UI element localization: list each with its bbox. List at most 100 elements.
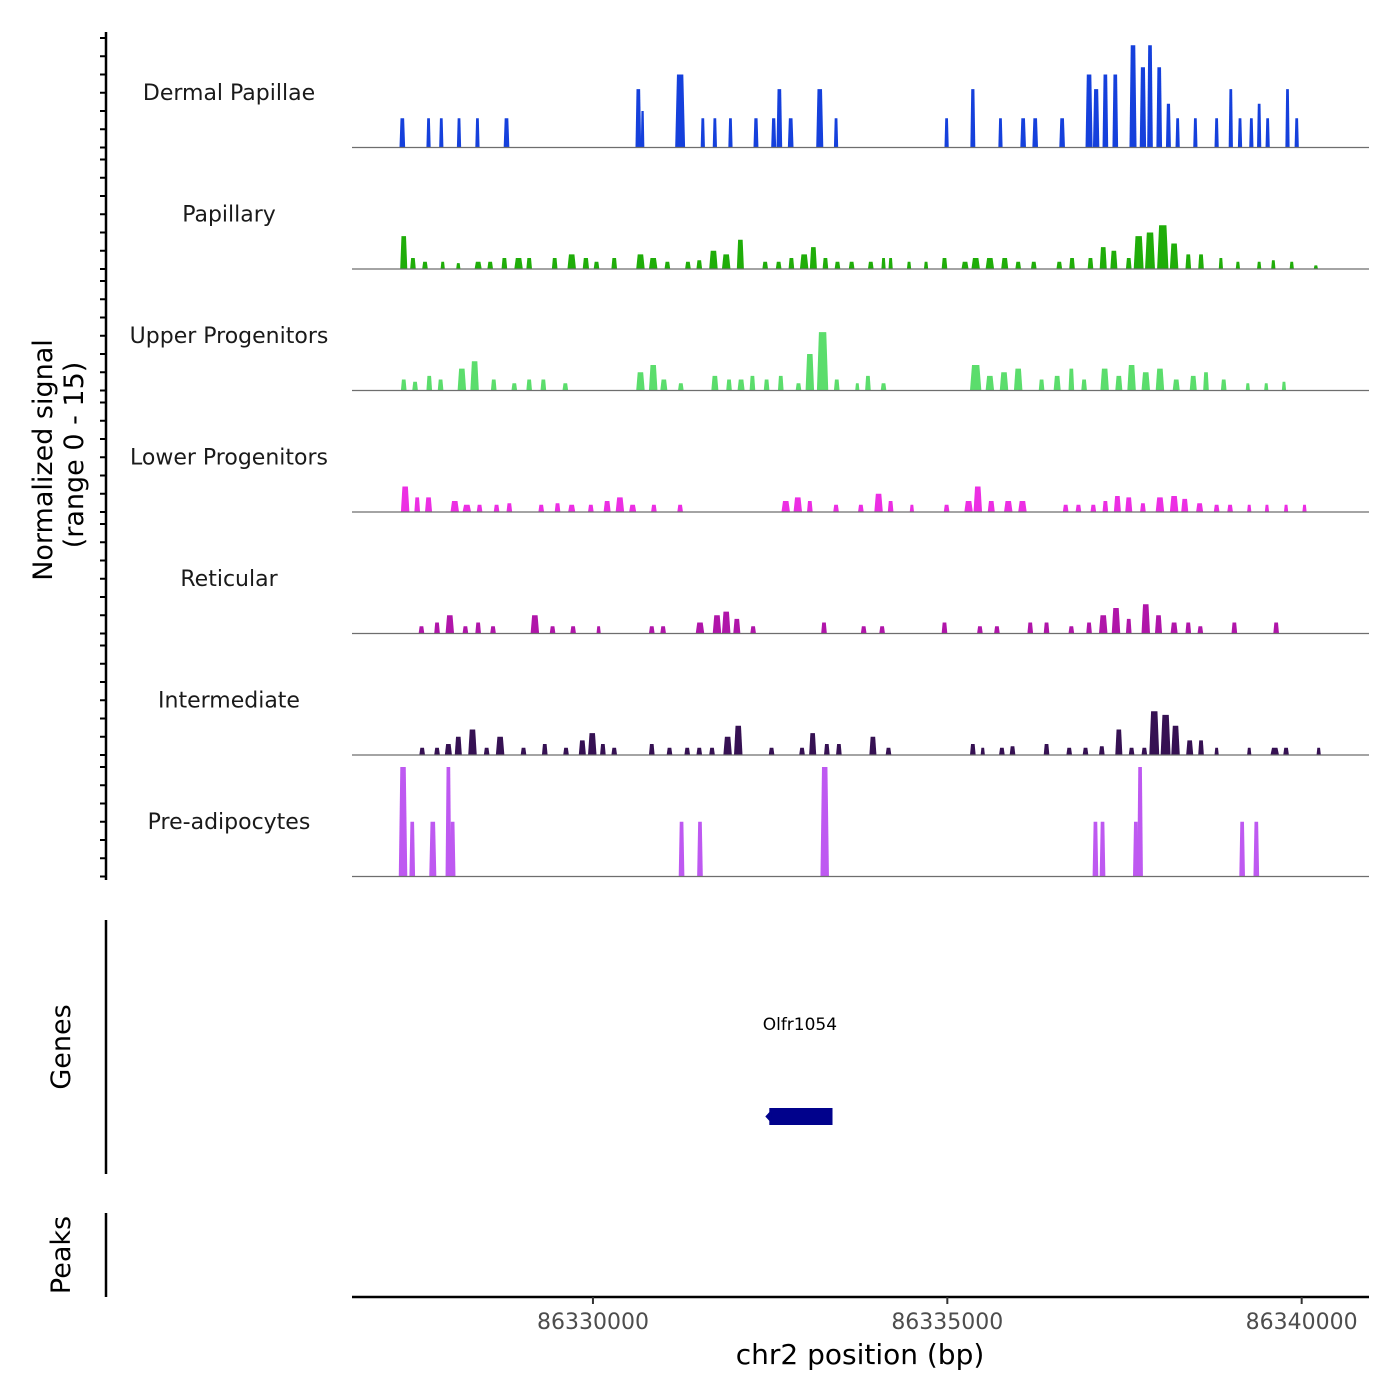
signal-peak-dermal-papillae-2 xyxy=(439,118,444,148)
signal-peak-papillary-24 xyxy=(775,261,782,269)
signal-peak-dermal-papillae-3 xyxy=(456,118,462,148)
signal-peak-pre-adipocytes-6 xyxy=(697,821,703,877)
x-axis-ticks: 86330000 86335000 86340000 xyxy=(537,1297,1358,1335)
signal-peak-intermediate-44 xyxy=(1214,747,1219,755)
signal-peak-upper-progenitors-14 xyxy=(678,383,684,391)
signal-peak-papillary-4 xyxy=(456,263,461,269)
signal-peak-lower-progenitors-41 xyxy=(1196,503,1204,512)
peaks-panel-label: Peaks xyxy=(46,1216,77,1294)
signal-peak-intermediate-38 xyxy=(1141,747,1148,755)
signal-peak-pre-adipocytes-10 xyxy=(1132,821,1139,877)
signal-peak-papillary-53 xyxy=(1185,254,1192,269)
signal-peak-papillary-19 xyxy=(696,260,703,269)
signal-peak-papillary-18 xyxy=(685,261,691,269)
signal-peak-papillary-46 xyxy=(1099,247,1107,269)
signal-peak-reticular-14 xyxy=(721,611,731,634)
signal-peak-papillary-9 xyxy=(526,258,533,269)
signal-peak-dermal-papillae-17 xyxy=(833,118,839,148)
signal-peak-upper-progenitors-33 xyxy=(1053,375,1061,391)
x-axis-title: chr2 position (bp) xyxy=(736,1338,985,1371)
signal-peak-dermal-papillae-9 xyxy=(700,118,705,148)
signal-peak-upper-progenitors-10 xyxy=(562,383,569,391)
signal-peak-upper-progenitors-45 xyxy=(1245,383,1250,391)
signal-peak-reticular-35 xyxy=(1231,622,1238,634)
signal-peak-lower-progenitors-40 xyxy=(1181,498,1189,512)
signal-peak-lower-progenitors-25 xyxy=(943,504,950,512)
signal-peak-reticular-2 xyxy=(445,615,455,634)
signal-peak-lower-progenitors-12 xyxy=(603,501,611,512)
signal-peak-upper-progenitors-41 xyxy=(1172,379,1180,391)
signal-peak-reticular-7 xyxy=(549,626,556,634)
signal-peak-upper-progenitors-0 xyxy=(400,379,407,391)
signal-peak-papillary-57 xyxy=(1257,261,1262,269)
signal-peak-dermal-papillae-4 xyxy=(475,118,480,148)
signal-peak-lower-progenitors-45 xyxy=(1264,504,1270,512)
signal-peak-lower-progenitors-32 xyxy=(1075,504,1082,512)
signal-peak-lower-progenitors-20 xyxy=(833,504,839,512)
signal-peak-intermediate-21 xyxy=(768,747,775,755)
signal-peak-pre-adipocytes-12 xyxy=(1239,821,1245,877)
track-label-upper-progenitors: Upper Progenitors xyxy=(130,324,329,349)
signal-peak-upper-progenitors-27 xyxy=(880,383,887,391)
track-reticular: Reticular xyxy=(180,567,1369,635)
signal-peak-papillary-26 xyxy=(799,254,809,269)
signal-peak-dermal-papillae-41 xyxy=(1285,89,1290,148)
signal-peak-intermediate-17 xyxy=(696,747,703,755)
signal-peak-reticular-27 xyxy=(1098,615,1108,634)
gene-body-olfr1054 xyxy=(769,1108,833,1125)
signal-peak-reticular-17 xyxy=(821,622,827,634)
signal-peak-pre-adipocytes-2 xyxy=(429,821,437,877)
signal-peak-upper-progenitors-5 xyxy=(470,361,479,391)
signal-peak-dermal-papillae-32 xyxy=(1165,103,1171,148)
signal-peak-upper-progenitors-16 xyxy=(726,379,732,391)
signal-peak-reticular-23 xyxy=(1027,622,1034,634)
signal-peak-upper-progenitors-20 xyxy=(777,375,784,391)
signal-peak-upper-progenitors-11 xyxy=(636,372,645,391)
signal-peak-intermediate-29 xyxy=(980,747,985,755)
signal-peak-lower-progenitors-29 xyxy=(1004,501,1013,512)
signal-peak-reticular-1 xyxy=(434,622,440,634)
track-pre-adipocytes: Pre-adipocytes xyxy=(148,767,1369,878)
signal-peak-reticular-15 xyxy=(733,618,741,634)
signal-peak-upper-progenitors-7 xyxy=(511,383,518,391)
signal-peak-dermal-papillae-15 xyxy=(787,118,794,148)
signal-peak-lower-progenitors-13 xyxy=(615,497,625,512)
signal-peak-intermediate-35 xyxy=(1098,746,1105,755)
track-label-dermal-papillae: Dermal Papillae xyxy=(143,81,315,106)
signal-peak-papillary-42 xyxy=(1030,261,1037,269)
signal-peak-dermal-papillae-12 xyxy=(753,118,759,148)
signal-peak-dermal-papillae-33 xyxy=(1175,118,1180,148)
signal-peak-intermediate-11 xyxy=(588,733,597,755)
signal-peak-lower-progenitors-4 xyxy=(462,504,472,512)
signal-peak-intermediate-37 xyxy=(1128,747,1135,755)
signal-peak-lower-progenitors-3 xyxy=(450,501,460,512)
signal-peak-upper-progenitors-46 xyxy=(1264,383,1269,391)
signal-peak-pre-adipocytes-13 xyxy=(1253,821,1260,877)
y-axis-title-line-2: (range 0 - 15) xyxy=(59,362,90,549)
signal-peak-upper-progenitors-42 xyxy=(1189,375,1197,391)
signal-peak-lower-progenitors-11 xyxy=(588,504,594,512)
signal-peak-lower-progenitors-33 xyxy=(1090,504,1097,512)
signal-peak-lower-progenitors-39 xyxy=(1169,495,1179,512)
signal-peak-papillary-45 xyxy=(1087,258,1094,269)
y-axis-title-line-1: Normalized signal xyxy=(28,339,59,581)
signal-peak-reticular-33 xyxy=(1185,622,1192,634)
signal-peak-pre-adipocytes-1 xyxy=(409,821,416,877)
genes-panel-label: Genes xyxy=(46,1004,77,1089)
signal-peak-dermal-papillae-14 xyxy=(776,89,783,148)
signal-peak-upper-progenitors-31 xyxy=(1013,368,1023,391)
signal-peak-papillary-43 xyxy=(1056,261,1063,269)
signal-peak-pre-adipocytes-7 xyxy=(820,767,829,877)
signal-peak-dermal-papillae-1 xyxy=(426,118,431,148)
signal-peak-papillary-47 xyxy=(1110,250,1118,269)
signal-peak-lower-progenitors-16 xyxy=(677,504,683,512)
signal-peak-upper-progenitors-24 xyxy=(833,379,840,391)
signal-peak-papillary-25 xyxy=(788,258,795,269)
signal-peak-papillary-27 xyxy=(809,247,817,269)
signal-peak-papillary-15 xyxy=(636,254,645,269)
signal-peak-reticular-11 xyxy=(660,626,666,634)
signal-peak-upper-progenitors-25 xyxy=(855,383,860,391)
signal-peak-lower-progenitors-7 xyxy=(506,503,513,512)
signal-peak-intermediate-31 xyxy=(1009,746,1016,755)
signal-peak-intermediate-7 xyxy=(520,747,527,755)
